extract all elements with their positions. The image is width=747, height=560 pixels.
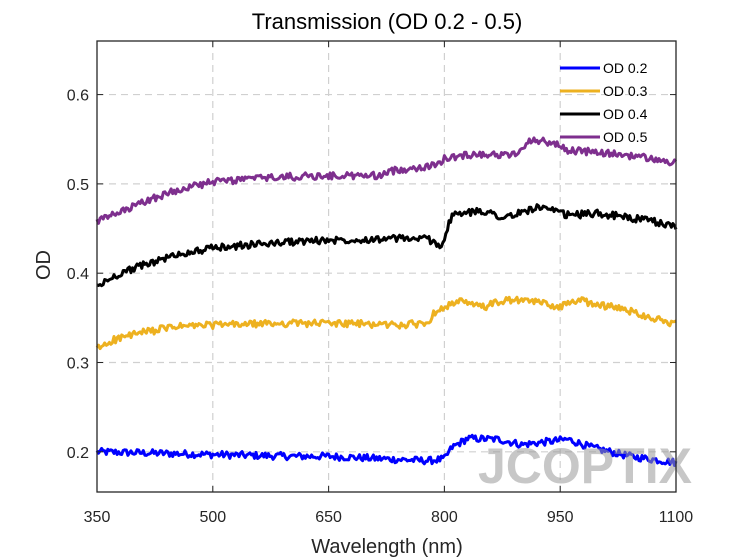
y-tick-labels: 0.2 0.3 0.4 0.5 0.6 <box>67 88 89 462</box>
series-line-od-0-4 <box>96 203 678 288</box>
legend: OD 0.2 OD 0.3 OD 0.4 OD 0.5 <box>560 60 648 145</box>
y-tick-label: 0.2 <box>67 445 89 462</box>
x-tick-label: 950 <box>547 509 574 526</box>
x-tick-label: 500 <box>199 509 226 526</box>
y-tick-label: 0.5 <box>67 177 89 194</box>
y-tick-label: 0.4 <box>67 266 89 283</box>
y-tick-label: 0.3 <box>67 356 89 373</box>
legend-label: OD 0.2 <box>603 60 648 76</box>
y-axis-label: OD <box>33 250 55 280</box>
x-axis-label: Wavelength (nm) <box>311 536 463 558</box>
x-tick-label: 650 <box>315 509 342 526</box>
x-tick-label: 1100 <box>659 509 694 526</box>
plot-frame <box>96 40 677 493</box>
series-line-od-0-2 <box>95 433 678 467</box>
x-tick-labels: 350 500 650 800 950 1100 <box>84 509 694 526</box>
legend-label: OD 0.3 <box>603 83 648 99</box>
y-tick-label: 0.6 <box>67 88 89 105</box>
x-tick-label: 800 <box>431 509 458 526</box>
axis-ticks <box>96 41 677 492</box>
legend-label: OD 0.4 <box>603 106 648 122</box>
series-line-od-0-5 <box>95 136 678 225</box>
watermark-logo: JCOPTIX <box>478 438 692 494</box>
legend-label: OD 0.5 <box>603 129 648 145</box>
series-layer <box>95 136 678 467</box>
grid <box>97 41 676 492</box>
series-line-od-0-3 <box>95 295 677 351</box>
chart-title: Transmission (OD 0.2 - 0.5) <box>252 9 523 34</box>
x-tick-label: 350 <box>84 509 111 526</box>
